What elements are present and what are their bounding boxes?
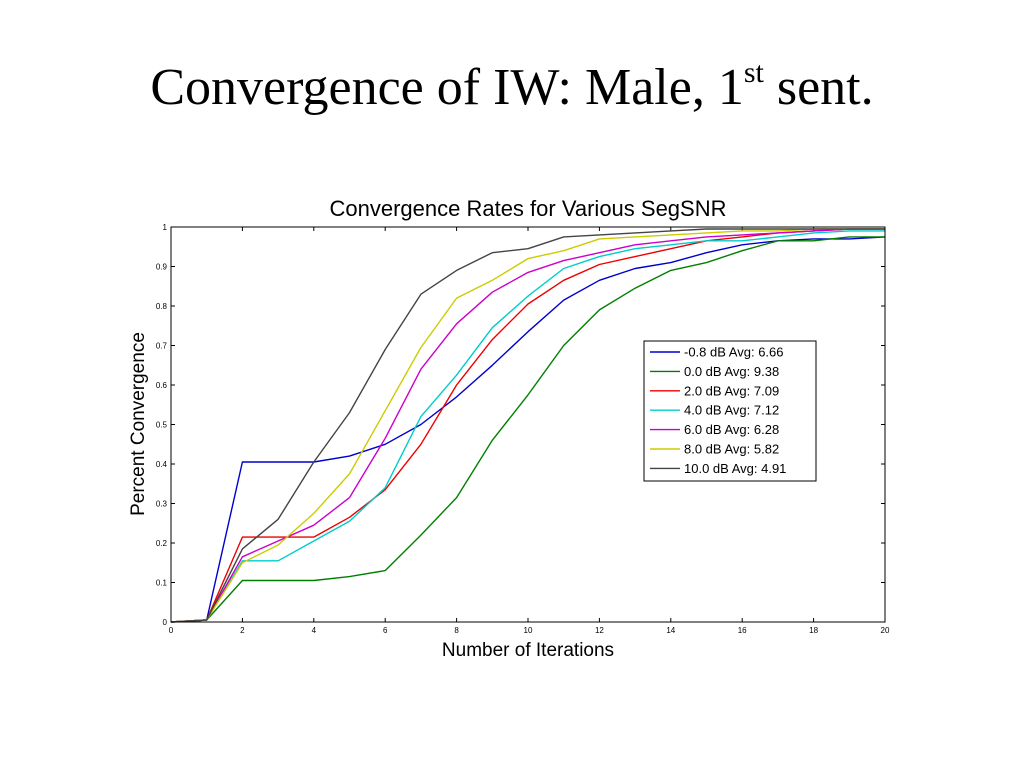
y-tick-label: 0.6 [156, 381, 168, 390]
series-lines [170, 228, 886, 623]
y-tick-label: 0.2 [156, 539, 168, 548]
y-tick-label: 0.8 [156, 302, 168, 311]
y-tick-label: 0 [163, 618, 168, 627]
y-tick-label: 1 [163, 223, 168, 232]
x-tick-label: 0 [169, 626, 174, 635]
series-line [170, 236, 886, 623]
legend-entry: 10.0 dB Avg: 4.91 [684, 461, 786, 476]
x-tick-label: 20 [881, 626, 890, 635]
x-tick-label: 4 [312, 626, 317, 635]
series-line [170, 228, 885, 623]
chart-title: Convergence Rates for Various SegSNR [329, 196, 726, 221]
series-line [170, 230, 885, 623]
series-line [170, 228, 885, 623]
series-line [170, 236, 885, 623]
plot-frame [170, 226, 886, 623]
series-line [170, 228, 885, 623]
axis-ticks: 0 2 4 6 8 10 12 14 16 18 20 0 0.1 0.2 0.3 0.4 0.5 0.6 0.7 0… [156, 223, 890, 635]
legend-entry: 6.0 dB Avg: 6.28 [684, 422, 779, 437]
slide-title: Convergence of IW: Male, 1st sent. [0, 58, 1024, 116]
y-tick-label: 0.5 [156, 421, 168, 430]
legend: -0.8 dB Avg: 6.66 0.0 dB Avg: 9.38 2.0 dB … [643, 340, 817, 482]
x-tick-label: 8 [454, 626, 459, 635]
y-tick-label: 0.1 [156, 579, 168, 588]
y-tick-label: 0.7 [156, 342, 168, 351]
x-tick-label: 18 [809, 626, 818, 635]
y-tick-label: 0.4 [156, 460, 168, 469]
y-tick-label: 0.3 [156, 500, 168, 509]
x-tick-label: 14 [666, 626, 675, 635]
legend-entry: 8.0 dB Avg: 5.82 [684, 442, 779, 457]
x-axis-label: Number of Iterations [442, 640, 614, 661]
x-tick-label: 10 [524, 626, 533, 635]
y-axis-label: Percent Convergence [128, 332, 149, 516]
legend-entry: 4.0 dB Avg: 7.12 [684, 403, 779, 418]
slide-title-end: sent. [763, 59, 874, 116]
x-tick-label: 16 [738, 626, 747, 635]
slide-title-superscript: st [743, 56, 764, 89]
legend-entry: 0.0 dB Avg: 9.38 [684, 364, 779, 379]
slide-title-main: Convergence of IW: Male, 1 [150, 59, 744, 116]
x-tick-label: 12 [595, 626, 604, 635]
legend-entry: 2.0 dB Avg: 7.09 [684, 383, 779, 398]
x-tick-label: 2 [240, 626, 245, 635]
y-tick-label: 0.9 [156, 263, 168, 272]
x-tick-label: 6 [383, 626, 388, 635]
legend-box [643, 340, 817, 482]
legend-entry: -0.8 dB Avg: 6.66 [684, 345, 784, 360]
